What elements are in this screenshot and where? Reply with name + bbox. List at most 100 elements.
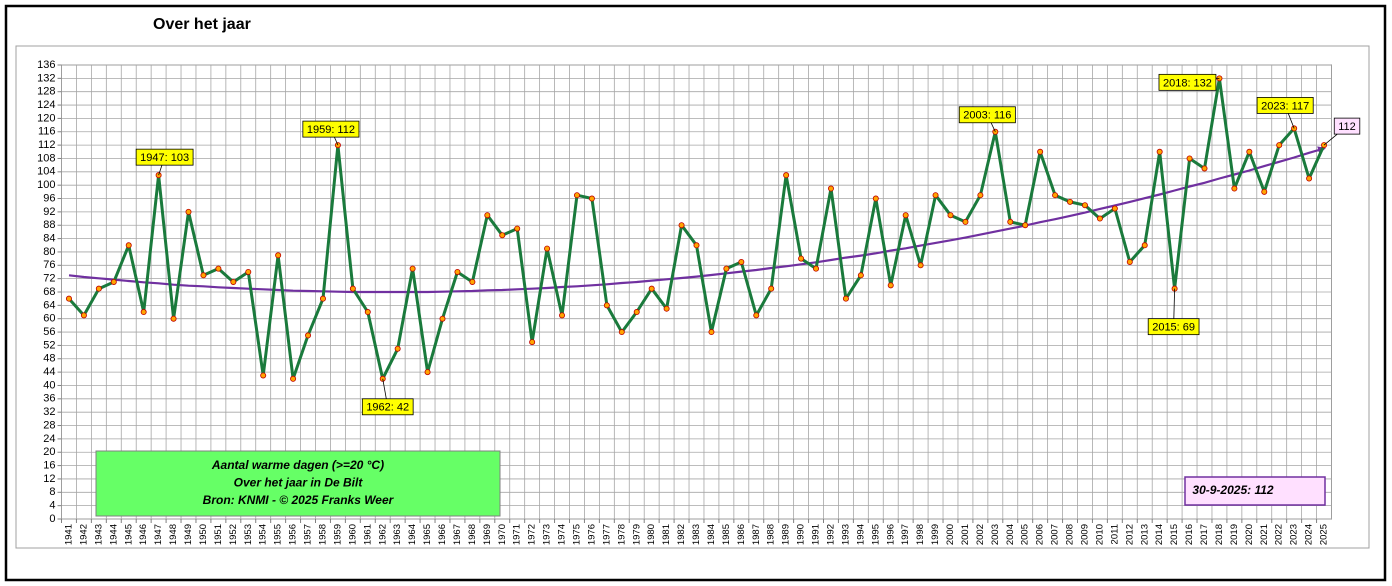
chart-title: Over het jaar bbox=[153, 16, 251, 33]
x-tick-label: 1960 bbox=[347, 524, 358, 545]
x-tick-label: 1980 bbox=[646, 524, 657, 545]
data-point bbox=[454, 268, 461, 275]
x-tick-label: 2002 bbox=[975, 524, 986, 545]
callout-box bbox=[1147, 318, 1200, 336]
x-tick-label: 1990 bbox=[796, 524, 807, 545]
x-tick-label: 2010 bbox=[1094, 524, 1105, 545]
data-point bbox=[1306, 175, 1313, 182]
x-tick-label: 2000 bbox=[945, 524, 956, 545]
x-tick-label: 2019 bbox=[1229, 524, 1240, 545]
data-point bbox=[827, 185, 834, 192]
y-tick-label: 16 bbox=[43, 459, 55, 471]
x-tick-label: 1961 bbox=[362, 524, 373, 545]
data-point bbox=[484, 212, 491, 219]
data-point bbox=[902, 212, 909, 219]
y-tick-label: 40 bbox=[43, 379, 55, 391]
x-tick-label: 1979 bbox=[631, 524, 642, 545]
data-point bbox=[1186, 155, 1193, 162]
y-tick-label: 4 bbox=[49, 500, 55, 512]
data-point bbox=[1007, 218, 1014, 225]
data-point bbox=[663, 305, 670, 312]
y-tick-label: 24 bbox=[43, 433, 55, 445]
x-tick-label: 1987 bbox=[751, 524, 762, 545]
x-tick-label: 1976 bbox=[586, 524, 597, 545]
data-point bbox=[872, 195, 879, 202]
info-text: Aantal warme dagen (>=20 °C) bbox=[211, 458, 384, 472]
data-point bbox=[1022, 222, 1029, 229]
data-point bbox=[1246, 148, 1253, 155]
data-point bbox=[1067, 198, 1074, 205]
x-tick-label: 1962 bbox=[377, 524, 388, 545]
data-point bbox=[409, 265, 416, 272]
x-tick-label: 1946 bbox=[138, 524, 149, 545]
x-tick-label: 2023 bbox=[1289, 524, 1300, 545]
x-tick-label: 2006 bbox=[1035, 524, 1046, 545]
x-tick-label: 1972 bbox=[527, 524, 538, 545]
x-tick-label: 1958 bbox=[317, 524, 328, 545]
x-tick-label: 2004 bbox=[1005, 524, 1016, 545]
data-point bbox=[305, 332, 312, 339]
x-tick-label: 1966 bbox=[437, 524, 448, 545]
data-point bbox=[170, 315, 177, 322]
data-point bbox=[185, 208, 192, 215]
data-point bbox=[723, 265, 730, 272]
data-point bbox=[1081, 202, 1088, 209]
callout-label: 2015: 69 bbox=[1152, 322, 1195, 334]
data-point bbox=[932, 192, 939, 199]
y-tick-label: 104 bbox=[37, 166, 55, 178]
data-point bbox=[708, 329, 715, 336]
data-point bbox=[1201, 165, 1208, 172]
x-tick-label: 1963 bbox=[392, 524, 403, 545]
y-tick-label: 12 bbox=[43, 473, 55, 485]
data-point bbox=[693, 242, 700, 249]
x-tick-label: 2001 bbox=[960, 524, 971, 545]
x-tick-label: 1942 bbox=[78, 524, 89, 545]
x-tick-label: 1996 bbox=[885, 524, 896, 545]
data-point bbox=[514, 225, 521, 232]
y-tick-label: 20 bbox=[43, 446, 55, 458]
x-tick-label: 1948 bbox=[168, 524, 179, 545]
y-tick-label: 132 bbox=[37, 72, 55, 84]
data-point bbox=[588, 195, 595, 202]
x-tick-label: 1982 bbox=[676, 524, 687, 545]
x-tick-label: 1989 bbox=[781, 524, 792, 545]
x-tick-label: 2003 bbox=[990, 524, 1001, 545]
callout-label: 1962: 42 bbox=[366, 402, 409, 414]
y-tick-label: 88 bbox=[43, 219, 55, 231]
callout-label: 1959: 112 bbox=[307, 124, 355, 136]
x-tick-label: 1977 bbox=[601, 524, 612, 545]
x-tick-label: 1968 bbox=[467, 524, 478, 545]
x-tick-label: 1945 bbox=[123, 524, 134, 545]
x-tick-label: 2011 bbox=[1109, 524, 1120, 544]
date-text: 30-9-2025: 112 bbox=[1192, 483, 1273, 497]
data-point bbox=[529, 339, 536, 346]
x-tick-label: 1973 bbox=[542, 524, 553, 545]
callout-label: 2003: 116 bbox=[963, 110, 1011, 122]
data-point bbox=[962, 218, 969, 225]
data-point bbox=[573, 192, 580, 199]
data-point bbox=[260, 372, 267, 379]
data-point bbox=[1037, 148, 1044, 155]
data-point bbox=[290, 375, 297, 382]
x-tick-label: 2022 bbox=[1274, 524, 1285, 545]
y-tick-label: 28 bbox=[43, 419, 55, 431]
data-point bbox=[215, 265, 222, 272]
data-point bbox=[245, 268, 252, 275]
x-tick-label: 1988 bbox=[766, 524, 777, 545]
data-point bbox=[424, 369, 431, 376]
callout-box bbox=[1256, 97, 1314, 114]
y-tick-label: 124 bbox=[37, 99, 55, 111]
x-tick-label: 1965 bbox=[422, 524, 433, 545]
data-point bbox=[603, 302, 610, 309]
x-tick-label: 1994 bbox=[855, 524, 866, 545]
x-tick-label: 1956 bbox=[288, 524, 299, 545]
x-tick-label: 2018 bbox=[1214, 524, 1225, 545]
data-point bbox=[633, 309, 640, 316]
data-point bbox=[499, 232, 506, 239]
y-tick-label: 72 bbox=[43, 273, 55, 285]
date-box bbox=[1184, 476, 1326, 506]
data-point bbox=[140, 309, 147, 316]
data-point bbox=[618, 329, 625, 336]
data-point bbox=[798, 255, 805, 262]
trend-line bbox=[68, 146, 1326, 294]
